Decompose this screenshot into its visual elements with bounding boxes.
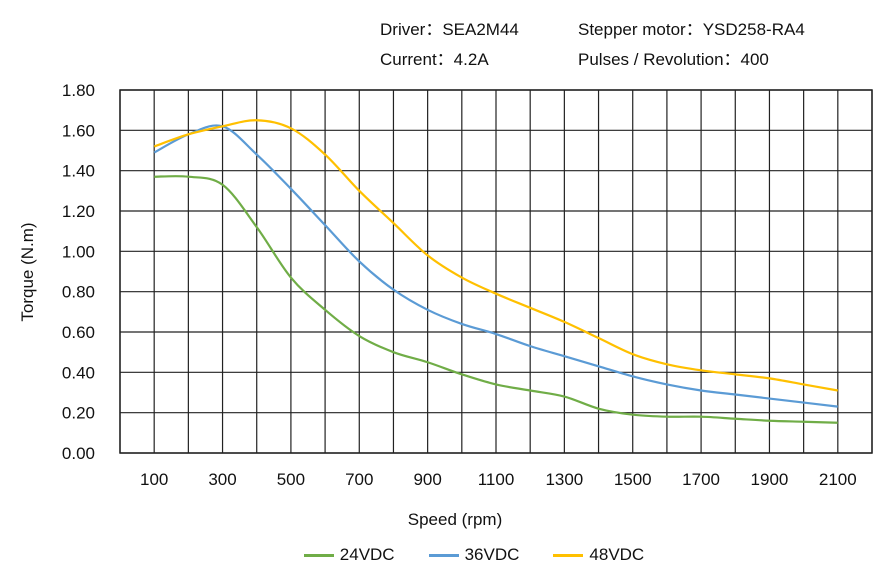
y-tick-label: 0.00 [62, 444, 95, 463]
pulses-label: Pulses / Revolution：400 [578, 50, 769, 69]
series-line-24VDC [154, 175, 838, 424]
y-tick-label: 1.00 [62, 242, 95, 261]
legend-swatch [303, 553, 334, 557]
legend-item: 24VDC [303, 545, 395, 565]
y-tick-label: 0.40 [62, 363, 95, 382]
y-tick-label: 1.20 [62, 202, 95, 221]
x-tick-label: 700 [345, 470, 373, 489]
legend-swatch [553, 553, 584, 557]
y-tick-label: 1.40 [62, 162, 95, 181]
x-tick-label: 1300 [545, 470, 583, 489]
series-line-36VDC [153, 124, 838, 408]
legend-label: 48VDC [589, 545, 645, 564]
legend: 24VDC 36VDC 48VDC [0, 545, 888, 565]
motor-label: Stepper motor：YSD258-RA4 [578, 20, 805, 39]
driver-label: Driver：SEA2M44 [380, 20, 519, 39]
y-tick-label: 1.80 [62, 81, 95, 100]
x-tick-label: 500 [277, 470, 305, 489]
legend-item: 36VDC [428, 545, 520, 565]
x-axis-label: Speed (rpm) [408, 510, 502, 529]
y-axis-label: Torque (N.m) [18, 222, 37, 321]
x-tick-label: 900 [413, 470, 441, 489]
x-tick-label: 1700 [682, 470, 720, 489]
legend-label: 24VDC [339, 545, 395, 564]
series-line-48VDC [153, 119, 839, 392]
x-tick-label: 1900 [751, 470, 789, 489]
x-tick-label: 1100 [478, 470, 515, 489]
plot-frame [119, 89, 873, 454]
current-label: Current：4.2A [380, 50, 489, 69]
y-tick-label: 1.60 [62, 121, 95, 140]
x-tick-label: 300 [208, 470, 236, 489]
x-tick-label: 100 [140, 470, 168, 489]
legend-item: 48VDC [553, 545, 644, 565]
y-tick-label: 0.20 [62, 404, 95, 423]
x-tick-label: 2100 [819, 470, 857, 489]
x-tick-label: 1500 [614, 470, 652, 489]
legend-swatch [428, 553, 459, 557]
legend-label: 36VDC [464, 545, 520, 564]
y-tick-label: 0.60 [62, 323, 95, 342]
y-tick-label: 0.80 [62, 283, 95, 302]
